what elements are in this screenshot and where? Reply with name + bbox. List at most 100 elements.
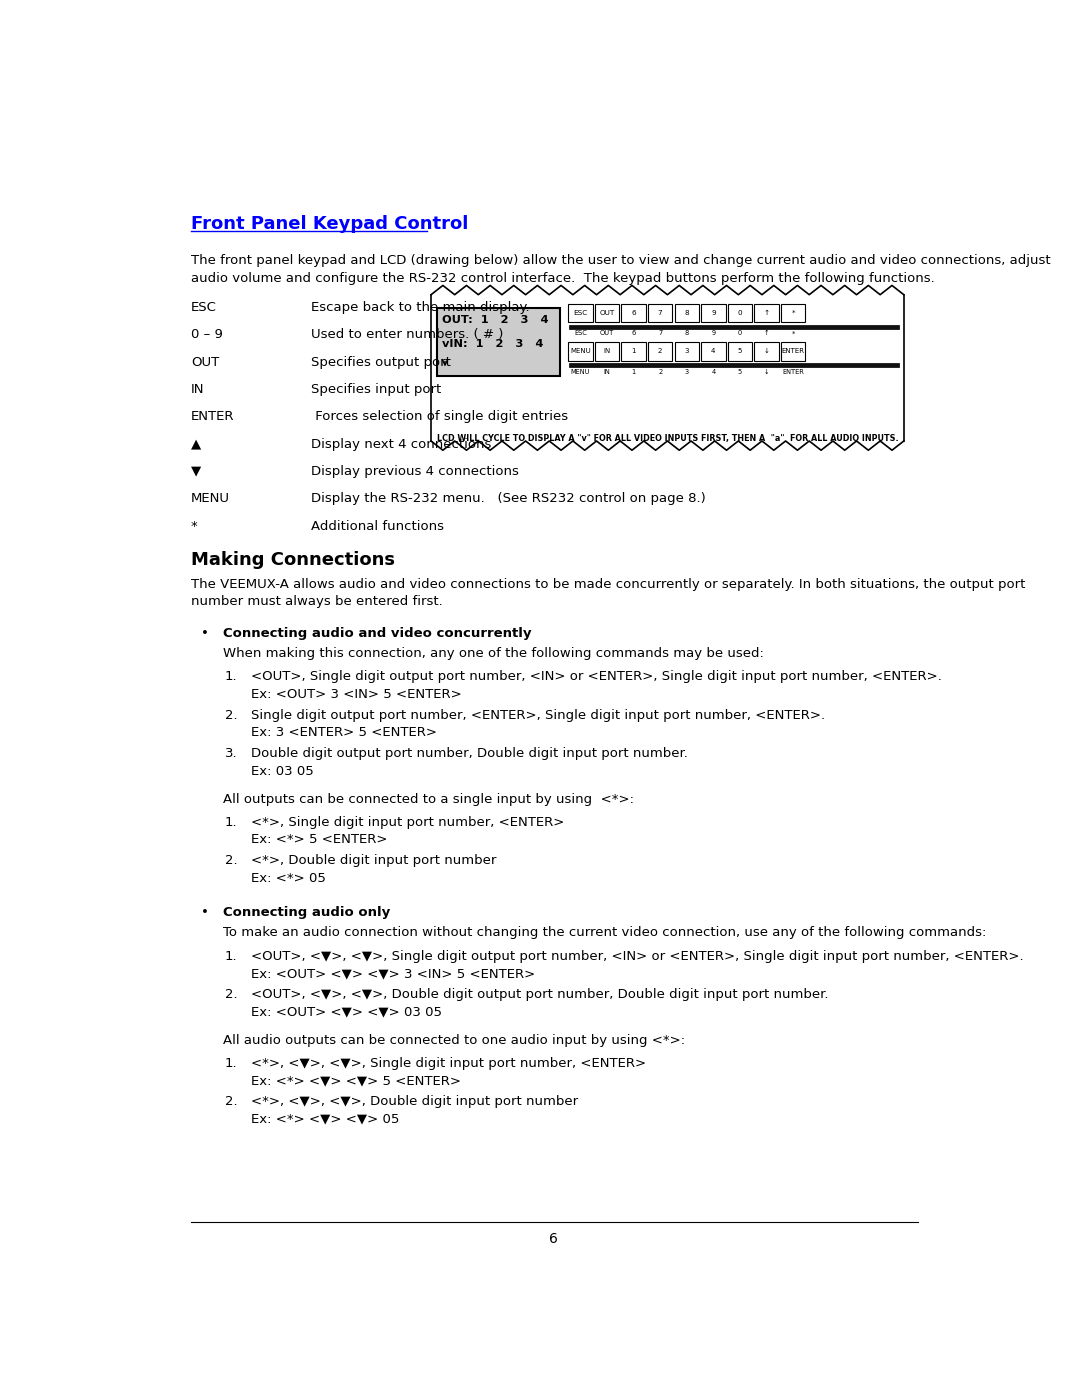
- Text: Escape back to the main display.: Escape back to the main display.: [311, 300, 529, 314]
- Text: 4: 4: [712, 369, 715, 374]
- FancyBboxPatch shape: [648, 305, 673, 323]
- Text: ↑: ↑: [764, 331, 769, 337]
- Text: Ex: <*> 05: Ex: <*> 05: [252, 872, 326, 884]
- Text: 1.: 1.: [225, 950, 238, 963]
- Text: All audio outputs can be connected to one audio input by using <*>:: All audio outputs can be connected to on…: [224, 1034, 686, 1048]
- Text: 1: 1: [632, 348, 636, 355]
- Text: OUT: OUT: [599, 310, 615, 316]
- Text: Connecting audio and video concurrently: Connecting audio and video concurrently: [224, 627, 531, 640]
- Text: *: *: [191, 520, 198, 532]
- Text: <*>, <▼>, <▼>, Double digit input port number: <*>, <▼>, <▼>, Double digit input port n…: [252, 1095, 579, 1108]
- Text: IN: IN: [191, 383, 204, 395]
- Text: ENTER: ENTER: [191, 411, 234, 423]
- Text: The front panel keypad and LCD (drawing below) allow the user to view and change: The front panel keypad and LCD (drawing …: [191, 254, 1051, 267]
- Text: <OUT>, <▼>, <▼>, Single digit output port number, <IN> or <ENTER>, Single digit : <OUT>, <▼>, <▼>, Single digit output por…: [252, 950, 1024, 963]
- Text: 2.: 2.: [225, 1095, 238, 1108]
- Text: 3.: 3.: [225, 747, 238, 760]
- Text: 1: 1: [632, 369, 636, 374]
- Text: Making Connections: Making Connections: [191, 550, 395, 569]
- Text: ENTER: ENTER: [782, 348, 805, 355]
- Text: 5: 5: [738, 348, 742, 355]
- Text: Ex: 03 05: Ex: 03 05: [252, 764, 314, 778]
- Text: 0: 0: [738, 331, 742, 337]
- FancyBboxPatch shape: [781, 305, 806, 323]
- Text: Forces selection of single digit entries: Forces selection of single digit entries: [311, 411, 568, 423]
- Text: 1.: 1.: [225, 816, 238, 828]
- Text: ESC: ESC: [191, 300, 217, 314]
- Text: •: •: [201, 627, 208, 640]
- Text: <OUT>, <▼>, <▼>, Double digit output port number, Double digit input port number: <OUT>, <▼>, <▼>, Double digit output por…: [252, 988, 828, 1002]
- Text: 1.: 1.: [225, 1056, 238, 1070]
- Text: MENU: MENU: [570, 369, 590, 374]
- Text: Ex: <*> <▼> <▼> 05: Ex: <*> <▼> <▼> 05: [252, 1113, 400, 1126]
- Text: 0 – 9: 0 – 9: [191, 328, 222, 341]
- FancyBboxPatch shape: [621, 342, 646, 360]
- Text: The VEEMUX-A allows audio and video connections to be made concurrently or separ: The VEEMUX-A allows audio and video conn…: [191, 578, 1025, 591]
- FancyBboxPatch shape: [648, 342, 673, 360]
- Text: Display next 4 connections: Display next 4 connections: [311, 437, 491, 450]
- Text: IN: IN: [604, 348, 610, 355]
- Text: Display previous 4 connections: Display previous 4 connections: [311, 465, 518, 478]
- Bar: [569, 324, 900, 328]
- Text: Ex: 3 <ENTER> 5 <ENTER>: Ex: 3 <ENTER> 5 <ENTER>: [252, 726, 437, 739]
- Text: ↑: ↑: [764, 310, 770, 316]
- Text: ENTER: ENTER: [782, 369, 804, 374]
- Text: 6: 6: [549, 1232, 558, 1246]
- Text: Specifies output port: Specifies output port: [311, 355, 450, 369]
- Text: Used to enter numbers. ( # ): Used to enter numbers. ( # ): [311, 328, 503, 341]
- Text: MENU: MENU: [570, 348, 591, 355]
- Text: Single digit output port number, <ENTER>, Single digit input port number, <ENTER: Single digit output port number, <ENTER>…: [252, 708, 825, 722]
- Text: 8: 8: [685, 310, 689, 316]
- FancyBboxPatch shape: [754, 305, 779, 323]
- Text: •: •: [201, 907, 208, 919]
- Text: vIN:  1   2   3   4: vIN: 1 2 3 4: [442, 338, 543, 349]
- Text: Ex: <*> <▼> <▼> 5 <ENTER>: Ex: <*> <▼> <▼> 5 <ENTER>: [252, 1074, 461, 1087]
- FancyBboxPatch shape: [781, 342, 806, 360]
- FancyBboxPatch shape: [728, 305, 752, 323]
- Text: ▼: ▼: [191, 465, 201, 478]
- Text: ESC: ESC: [573, 331, 586, 337]
- FancyBboxPatch shape: [728, 342, 752, 360]
- FancyBboxPatch shape: [675, 342, 699, 360]
- Text: 9: 9: [711, 310, 716, 316]
- Text: 4: 4: [711, 348, 716, 355]
- FancyBboxPatch shape: [675, 305, 699, 323]
- Text: 2: 2: [658, 369, 662, 374]
- Text: Front Panel Keypad Control: Front Panel Keypad Control: [191, 215, 468, 233]
- Text: Ex: <OUT> 3 <IN> 5 <ENTER>: Ex: <OUT> 3 <IN> 5 <ENTER>: [252, 687, 462, 701]
- Text: Specifies input port: Specifies input port: [311, 383, 441, 395]
- Text: 7: 7: [658, 331, 662, 337]
- Text: When making this connection, any one of the following commands may be used:: When making this connection, any one of …: [224, 647, 765, 659]
- Text: ↓: ↓: [764, 369, 769, 374]
- Text: ESC: ESC: [573, 310, 588, 316]
- Text: 2.: 2.: [225, 854, 238, 868]
- Text: *: *: [792, 310, 795, 316]
- Text: 2.: 2.: [225, 708, 238, 722]
- Text: 3: 3: [685, 348, 689, 355]
- Text: 8: 8: [685, 331, 689, 337]
- Text: Ex: <OUT> <▼> <▼> 03 05: Ex: <OUT> <▼> <▼> 03 05: [252, 1006, 442, 1018]
- FancyBboxPatch shape: [701, 305, 726, 323]
- Text: 2: 2: [658, 348, 662, 355]
- Text: Double digit output port number, Double digit input port number.: Double digit output port number, Double …: [252, 747, 688, 760]
- Text: 2.: 2.: [225, 988, 238, 1002]
- FancyBboxPatch shape: [595, 342, 619, 360]
- Text: number must always be entered first.: number must always be entered first.: [191, 595, 443, 608]
- Text: 7: 7: [658, 310, 662, 316]
- FancyBboxPatch shape: [568, 342, 593, 360]
- Text: 1.: 1.: [225, 671, 238, 683]
- FancyBboxPatch shape: [568, 305, 593, 323]
- Text: To make an audio connection without changing the current video connection, use a: To make an audio connection without chan…: [224, 926, 987, 939]
- Text: ▲: ▲: [191, 437, 201, 450]
- Text: Ex: <*> 5 <ENTER>: Ex: <*> 5 <ENTER>: [252, 833, 388, 847]
- Bar: [569, 363, 900, 367]
- Text: Additional functions: Additional functions: [311, 520, 444, 532]
- Text: <OUT>, Single digit output port number, <IN> or <ENTER>, Single digit input port: <OUT>, Single digit output port number, …: [252, 671, 942, 683]
- Text: MENU: MENU: [191, 492, 230, 506]
- FancyBboxPatch shape: [437, 307, 559, 376]
- Text: 0: 0: [738, 310, 742, 316]
- Text: OUT: OUT: [599, 331, 615, 337]
- Text: 3: 3: [685, 369, 689, 374]
- Text: IN: IN: [604, 369, 610, 374]
- Text: All outputs can be connected to a single input by using  <*>:: All outputs can be connected to a single…: [224, 793, 634, 806]
